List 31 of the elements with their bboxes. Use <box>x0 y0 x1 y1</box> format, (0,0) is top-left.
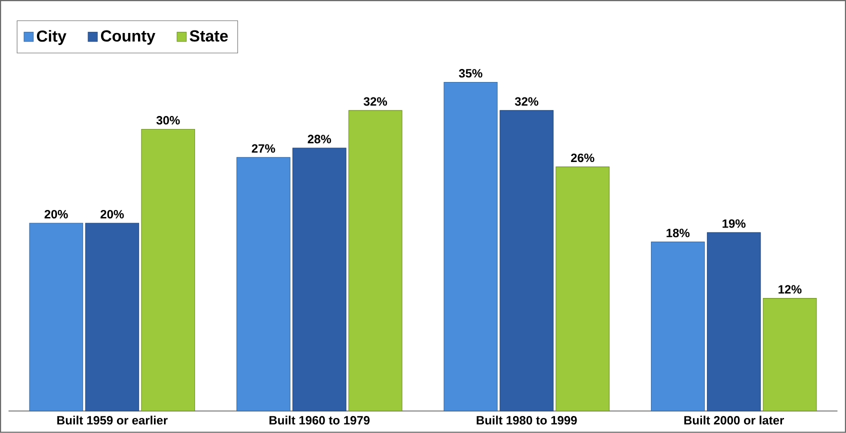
data-label: 30% <box>156 116 180 125</box>
data-label: 19% <box>722 219 746 228</box>
data-label: 20% <box>44 210 68 219</box>
bar <box>292 148 346 412</box>
bar <box>556 166 610 412</box>
data-label: 27% <box>252 144 276 153</box>
bar <box>29 222 84 412</box>
bar <box>444 82 498 412</box>
bar <box>650 242 705 412</box>
x-tick-label: Built 1980 to 1999 <box>476 416 577 425</box>
legend-label: City <box>36 30 66 46</box>
bar <box>236 157 290 412</box>
legend-label: County <box>100 30 156 45</box>
data-label: 35% <box>458 69 482 78</box>
legend-label: State <box>190 30 228 42</box>
data-label: 20% <box>100 210 124 219</box>
x-tick-label: Built 1959 or earlier <box>57 416 168 425</box>
bar <box>141 129 196 412</box>
data-label: 12% <box>778 285 802 294</box>
bar <box>85 222 140 412</box>
data-label: 28% <box>308 134 332 144</box>
data-label: 18% <box>666 228 690 238</box>
bar <box>762 298 817 412</box>
x-tick-label: Built 2000 or later <box>684 416 784 425</box>
x-tick-label: Built 1960 to 1979 <box>270 416 370 425</box>
bar <box>348 110 402 412</box>
bar <box>500 110 554 412</box>
data-label: 32% <box>364 97 388 106</box>
data-label: 32% <box>514 97 538 106</box>
bar <box>706 232 761 412</box>
data-label: 26% <box>571 154 594 162</box>
